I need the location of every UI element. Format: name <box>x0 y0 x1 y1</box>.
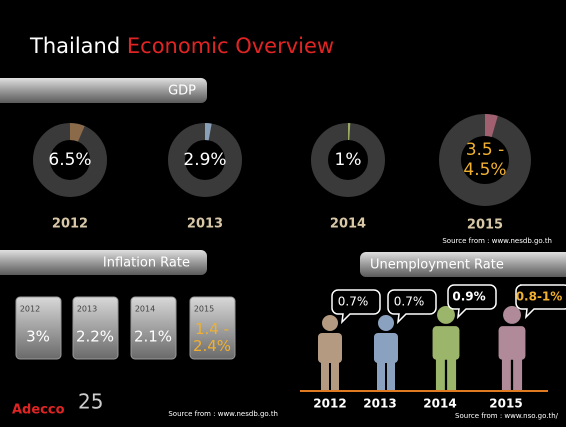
inflation-heading: Inflation Rate <box>103 256 190 271</box>
gdp-year: 2013 <box>187 217 223 232</box>
person-leg <box>513 357 523 390</box>
person-leg <box>377 361 385 390</box>
anniversary: 25 <box>78 390 103 414</box>
inflation-header <box>0 250 207 275</box>
gdp-label: 4.5% <box>463 160 506 180</box>
inflation-label: 2.2% <box>76 328 114 346</box>
speech-bubble <box>331 289 381 325</box>
person-body <box>318 333 342 363</box>
gdp-source: Source from : www.nesdb.go.th <box>442 237 552 245</box>
person-leg <box>447 357 457 390</box>
logo: Adecco <box>12 403 65 418</box>
person-head <box>437 306 455 324</box>
person-leg <box>331 361 339 390</box>
inflation-source: Source from : www.nesdb.go.th <box>168 410 278 418</box>
unemployment-source: Source from : www.nso.go.th/ <box>455 412 559 420</box>
inflation-card <box>130 296 177 360</box>
inflation-label: 2.1% <box>134 328 172 346</box>
speech-bubble <box>387 289 437 325</box>
title-rest: Economic Overview <box>127 34 334 58</box>
unemployment-label: 0.7% <box>338 295 369 309</box>
unemployment-heading: Unemployment Rate <box>370 258 504 273</box>
donut-segment <box>485 114 498 137</box>
unemployment-year: 2012 <box>313 397 346 411</box>
inflation-card <box>15 296 62 360</box>
gdp-year: 2015 <box>467 218 503 233</box>
unemployment-label: 0.9% <box>452 290 485 304</box>
person-head <box>378 315 394 331</box>
gdp-label: 6.5% <box>48 150 91 170</box>
person-body <box>374 333 398 363</box>
person-head <box>503 306 521 324</box>
person-body <box>432 326 460 360</box>
title: Thailand Economic Overview <box>29 34 334 58</box>
inflation-label: 3% <box>26 328 50 346</box>
gdp-label: 1% <box>335 150 362 170</box>
inflation-card <box>72 296 119 360</box>
person-body <box>498 326 526 360</box>
person-leg <box>501 357 511 390</box>
unemployment-header <box>360 252 566 277</box>
gdp-year: 2012 <box>52 217 88 232</box>
gdp-header <box>0 78 207 103</box>
title-lead: Thailand <box>29 34 120 58</box>
speech-bubble <box>515 284 566 320</box>
gdp-year: 2014 <box>330 217 366 232</box>
inflation-label: 2.4% <box>193 337 231 355</box>
inflation-year: 2013 <box>77 305 97 314</box>
donut-segment <box>205 123 212 141</box>
inflation-year: 2014 <box>135 305 155 314</box>
gdp-label: 2.9% <box>183 150 226 170</box>
unemployment-year: 2014 <box>423 397 456 411</box>
person-head <box>322 315 338 331</box>
person-leg <box>387 361 395 390</box>
person-leg <box>435 357 445 390</box>
unemployment-year: 2013 <box>363 397 396 411</box>
person-leg <box>321 361 329 390</box>
unemployment-label: 0.8-1% <box>516 290 563 304</box>
inflation-year: 2015 <box>194 305 214 314</box>
donut-segment <box>348 123 351 141</box>
inflation-year: 2012 <box>20 305 40 314</box>
inflation-label: 1.4 - <box>195 320 229 338</box>
speech-bubble <box>447 284 497 320</box>
unemployment-year: 2015 <box>489 397 522 411</box>
unemployment-label: 0.7% <box>394 295 425 309</box>
gdp-heading: GDP <box>168 84 196 99</box>
inflation-card <box>189 296 236 360</box>
donut-segment <box>70 123 85 142</box>
gdp-label: 3.5 - <box>466 140 505 160</box>
